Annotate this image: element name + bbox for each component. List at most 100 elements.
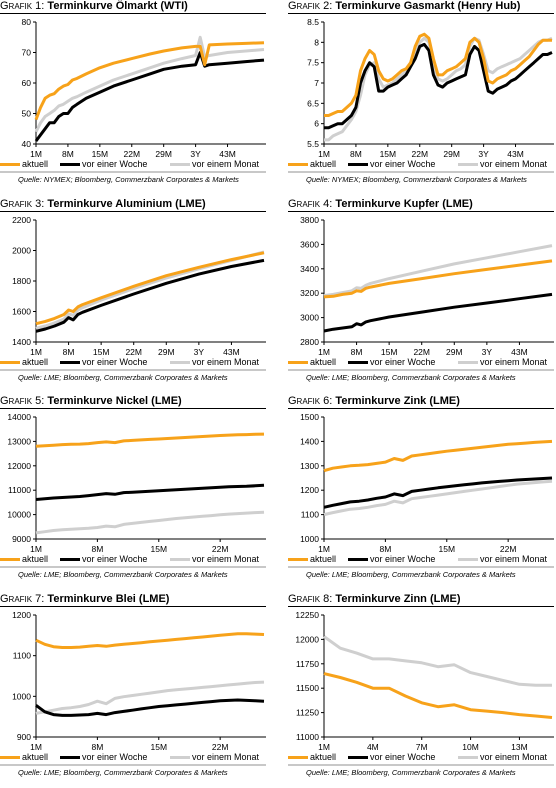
chart-source: Quelle: LME; Bloomberg, Commerzbank Corp… bbox=[306, 373, 516, 382]
series-line-current bbox=[35, 251, 265, 326]
chart-panel-2: Grafik 2: Terminkurve Gasmarkt (Henry Hu… bbox=[288, 0, 554, 190]
x-tick-label: 1M bbox=[318, 742, 330, 752]
y-tick-label: 50 bbox=[22, 109, 32, 119]
legend-swatch-current bbox=[0, 361, 20, 364]
chart-title-text: Terminkurve Kupfer (LME) bbox=[335, 198, 473, 210]
chart-title-text: Terminkurve Ölmarkt (WTI) bbox=[47, 0, 188, 12]
x-tick-label: 10M bbox=[462, 742, 479, 752]
y-tick-label: 5.5 bbox=[307, 139, 319, 149]
legend-underline bbox=[0, 764, 266, 766]
chart-number: Grafik 5: bbox=[0, 395, 45, 407]
series-line-month bbox=[324, 36, 553, 142]
legend-label-current: aktuell bbox=[310, 752, 337, 762]
x-tick-label: 43M bbox=[507, 149, 524, 159]
series-line-week bbox=[323, 292, 553, 333]
chart-plot: 40 50 60 70 80 1M 8M 15M 22M 29M 3Y 43M bbox=[22, 17, 266, 159]
x-tick-label: 43M bbox=[223, 347, 240, 357]
series-line-current bbox=[323, 439, 553, 473]
y-tick-label: 12000 bbox=[7, 461, 31, 471]
series-line-week bbox=[35, 483, 265, 501]
legend-label-current: aktuell bbox=[310, 159, 337, 169]
x-tick-label: 8M bbox=[379, 544, 391, 554]
legend-swatch-current bbox=[0, 163, 20, 166]
series-line-month bbox=[34, 35, 265, 133]
chart-number: Grafik 3: bbox=[0, 198, 45, 210]
y-tick-label: 6 bbox=[314, 119, 319, 129]
x-tick-label: 1M bbox=[30, 742, 42, 752]
chart-number: Grafik 1: bbox=[0, 0, 45, 12]
x-tick-label: 15M bbox=[150, 742, 167, 752]
title-underline bbox=[288, 408, 554, 409]
legend-swatch-current bbox=[288, 756, 308, 759]
y-tick-label: 1100 bbox=[13, 651, 32, 661]
y-tick-label: 60 bbox=[22, 78, 32, 88]
y-tick-label: 9000 bbox=[12, 534, 31, 544]
chart-legend: aktuell vor einer Woche vor einem Monat bbox=[0, 158, 266, 170]
legend-label-week: vor einer Woche bbox=[370, 357, 436, 367]
title-underline bbox=[288, 211, 554, 212]
y-tick-label: 11500 bbox=[296, 683, 319, 693]
legend-underline bbox=[288, 764, 554, 766]
x-tick-label: 29M bbox=[155, 149, 172, 159]
legend-swatch-month bbox=[170, 163, 190, 166]
y-tick-label: 14000 bbox=[7, 412, 31, 422]
x-tick-label: 1M bbox=[30, 544, 42, 554]
x-tick-label: 22M bbox=[411, 149, 428, 159]
legend-swatch-current bbox=[0, 756, 20, 759]
chart-title: Grafik 3: Terminkurve Aluminium (LME) bbox=[0, 198, 206, 210]
series-line-current bbox=[324, 32, 552, 117]
legend-label-week: vor einer Woche bbox=[82, 752, 148, 762]
legend-label-month: vor einem Monat bbox=[480, 159, 548, 169]
x-tick-label: 43M bbox=[219, 149, 236, 159]
y-tick-label: 1200 bbox=[300, 485, 319, 495]
y-tick-label: 6.5 bbox=[307, 98, 319, 108]
series-line-month bbox=[323, 244, 553, 298]
x-tick-label: 4M bbox=[367, 742, 379, 752]
chart-panel-8: Grafik 8: Terminkurve Zinn (LME) 11000 112… bbox=[288, 593, 554, 783]
y-tick-label: 2200 bbox=[12, 215, 31, 225]
chart-title: Grafik 6: Terminkurve Zink (LME) bbox=[288, 395, 460, 407]
series-line-week bbox=[324, 42, 553, 130]
chart-plot: 11000 11250 11500 11750 12000 12250 1M 4M 7M 10M 1… bbox=[295, 610, 554, 752]
chart-title-text: Terminkurve Nickel (LME) bbox=[47, 395, 182, 407]
y-tick-label: 3200 bbox=[300, 288, 319, 298]
chart-legend: aktuell vor einer Woche vor einem Monat bbox=[288, 158, 554, 170]
x-tick-label: 3Y bbox=[482, 347, 493, 357]
x-tick-label: 15M bbox=[438, 544, 455, 554]
x-tick-label: 1M bbox=[318, 544, 330, 554]
y-tick-label: 12000 bbox=[295, 634, 319, 644]
legend-label-month: vor einem Monat bbox=[480, 554, 548, 564]
chart-plot: 1000 1100 1200 1300 1400 1500 1M 8M 15M 22M bbox=[300, 412, 554, 554]
y-tick-label: 80 bbox=[22, 17, 32, 27]
chart-source: Quelle: NYMEX; Bloomberg, Commerzbank Co… bbox=[306, 175, 527, 184]
y-tick-label: 12250 bbox=[295, 610, 319, 620]
legend-underline bbox=[288, 171, 554, 173]
y-tick-label: 3000 bbox=[300, 313, 319, 323]
x-tick-label: 22M bbox=[212, 544, 229, 554]
y-tick-label: 1400 bbox=[12, 337, 31, 347]
series-line-week bbox=[34, 51, 265, 142]
series-line-month bbox=[35, 250, 265, 330]
series-line-month bbox=[323, 479, 553, 517]
legend-swatch-week bbox=[60, 361, 80, 364]
x-tick-label: 3Y bbox=[478, 149, 489, 159]
legend-underline bbox=[288, 369, 554, 371]
y-tick-label: 1300 bbox=[300, 461, 319, 471]
chart-number: Grafik 6: bbox=[288, 395, 333, 407]
x-tick-label: 15M bbox=[93, 347, 110, 357]
x-tick-label: 22M bbox=[413, 347, 430, 357]
chart-title-text: Terminkurve Aluminium (LME) bbox=[47, 198, 206, 210]
legend-label-current: aktuell bbox=[22, 357, 49, 367]
legend-swatch-week bbox=[348, 558, 368, 561]
series-line-month bbox=[323, 635, 552, 687]
y-tick-label: 11000 bbox=[296, 732, 319, 742]
y-tick-label: 3600 bbox=[300, 239, 319, 249]
y-tick-label: 7.5 bbox=[307, 58, 319, 68]
y-tick-label: 2000 bbox=[12, 246, 31, 256]
x-tick-label: 8M bbox=[91, 544, 103, 554]
chart-panel-4: Grafik 4: Terminkurve Kupfer (LME) 2800 30… bbox=[288, 198, 554, 388]
chart-panel-1: Grafik 1: Terminkurve Ölmarkt (WTI) 40 50 6… bbox=[0, 0, 266, 190]
chart-title-text: Terminkurve Gasmarkt (Henry Hub) bbox=[335, 0, 521, 12]
legend-swatch-week bbox=[348, 361, 368, 364]
x-tick-label: 1M bbox=[318, 347, 330, 357]
